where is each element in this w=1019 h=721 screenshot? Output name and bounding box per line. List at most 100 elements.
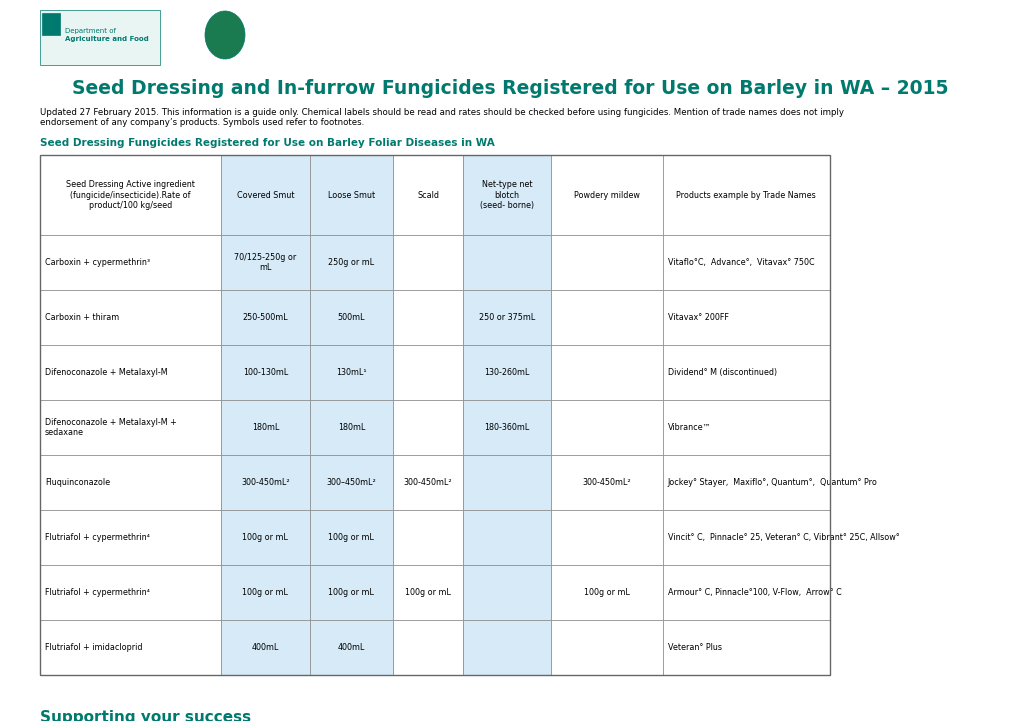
- Text: Fluquinconazole: Fluquinconazole: [45, 478, 110, 487]
- Text: 70/125-250g or
mL: 70/125-250g or mL: [234, 253, 297, 273]
- Bar: [463, 155, 550, 235]
- Text: Carboxin + cypermethrin³: Carboxin + cypermethrin³: [45, 258, 150, 267]
- Text: Seed Dressing Active ingredient
(fungicide/insecticide).Rate of
product/100 kg/s: Seed Dressing Active ingredient (fungici…: [66, 180, 195, 210]
- Bar: [463, 400, 550, 455]
- Text: Armour° C, Pinnacle°100, V-Flow,  Arrow° C: Armour° C, Pinnacle°100, V-Flow, Arrow° …: [667, 588, 841, 597]
- Text: Department of: Department of: [65, 28, 116, 34]
- Bar: [463, 455, 550, 510]
- Bar: [392, 235, 463, 290]
- Bar: [40, 565, 221, 620]
- Bar: [392, 290, 463, 345]
- Bar: [662, 400, 829, 455]
- Bar: [463, 620, 550, 675]
- Bar: [221, 155, 309, 235]
- Bar: [550, 235, 662, 290]
- Text: Powdery mildew: Powdery mildew: [574, 190, 639, 200]
- Text: 100g or mL: 100g or mL: [584, 588, 630, 597]
- Text: 250g or mL: 250g or mL: [328, 258, 374, 267]
- Text: Loose Smut: Loose Smut: [327, 190, 375, 200]
- Bar: [221, 620, 309, 675]
- Bar: [309, 290, 392, 345]
- Bar: [40, 510, 221, 565]
- Bar: [309, 565, 392, 620]
- Text: Carboxin + thiram: Carboxin + thiram: [45, 313, 119, 322]
- Bar: [463, 235, 550, 290]
- Text: Flutriafol + imidacloprid: Flutriafol + imidacloprid: [45, 643, 143, 652]
- Text: 300–450mL²: 300–450mL²: [326, 478, 376, 487]
- Bar: [221, 455, 309, 510]
- Text: 100g or mL: 100g or mL: [243, 588, 288, 597]
- Bar: [309, 510, 392, 565]
- Bar: [309, 345, 392, 400]
- Bar: [309, 455, 392, 510]
- Bar: [662, 235, 829, 290]
- Bar: [309, 400, 392, 455]
- Bar: [42, 13, 60, 35]
- Bar: [40, 400, 221, 455]
- Text: Jockey° Stayer,  Maxiflo°, Quantum°,  Quantum° Pro: Jockey° Stayer, Maxiflo°, Quantum°, Quan…: [667, 478, 876, 487]
- Text: 100g or mL: 100g or mL: [328, 588, 374, 597]
- Text: Vitavax° 200FF: Vitavax° 200FF: [667, 313, 728, 322]
- Text: Difenoconazole + Metalaxyl-M +
sedaxane: Difenoconazole + Metalaxyl-M + sedaxane: [45, 417, 176, 437]
- Text: Seed Dressing Fungicides Registered for Use on Barley Foliar Diseases in WA: Seed Dressing Fungicides Registered for …: [40, 138, 494, 148]
- Text: 100g or mL: 100g or mL: [328, 533, 374, 542]
- Bar: [221, 400, 309, 455]
- Bar: [550, 155, 662, 235]
- Bar: [550, 455, 662, 510]
- Text: Veteran° Plus: Veteran° Plus: [667, 643, 721, 652]
- Bar: [392, 345, 463, 400]
- Text: Vincit° C,  Pinnacle° 25, Veteran° C, Vibrant° 25C, Allsow°: Vincit° C, Pinnacle° 25, Veteran° C, Vib…: [667, 533, 899, 542]
- Bar: [40, 155, 221, 235]
- Ellipse shape: [205, 11, 245, 59]
- Text: 100g or mL: 100g or mL: [405, 588, 450, 597]
- Text: endorsement of any company’s products. Symbols used refer to footnotes.: endorsement of any company’s products. S…: [40, 118, 364, 127]
- Bar: [662, 290, 829, 345]
- Bar: [221, 510, 309, 565]
- Bar: [221, 565, 309, 620]
- Text: 100-130mL: 100-130mL: [243, 368, 287, 377]
- Bar: [463, 290, 550, 345]
- Text: 130mL¹: 130mL¹: [335, 368, 366, 377]
- Text: 130-260mL: 130-260mL: [484, 368, 529, 377]
- Bar: [463, 345, 550, 400]
- Text: 400mL: 400mL: [337, 643, 365, 652]
- Text: Difenoconazole + Metalaxyl-M: Difenoconazole + Metalaxyl-M: [45, 368, 167, 377]
- Text: 300-450mL²: 300-450mL²: [240, 478, 289, 487]
- Bar: [40, 455, 221, 510]
- Bar: [392, 400, 463, 455]
- Bar: [392, 620, 463, 675]
- Text: 100g or mL: 100g or mL: [243, 533, 288, 542]
- Text: Net-type net
blotch
(seed- borne): Net-type net blotch (seed- borne): [480, 180, 534, 210]
- Bar: [662, 155, 829, 235]
- Bar: [662, 565, 829, 620]
- Bar: [550, 510, 662, 565]
- Bar: [392, 455, 463, 510]
- Bar: [662, 345, 829, 400]
- Bar: [392, 510, 463, 565]
- Bar: [40, 345, 221, 400]
- Text: Seed Dressing and In-furrow Fungicides Registered for Use on Barley in WA – 2015: Seed Dressing and In-furrow Fungicides R…: [71, 79, 948, 97]
- Text: Supporting your success: Supporting your success: [40, 710, 251, 721]
- Bar: [463, 565, 550, 620]
- Bar: [392, 565, 463, 620]
- Text: Flutriafol + cypermethrin⁴: Flutriafol + cypermethrin⁴: [45, 533, 150, 542]
- Bar: [221, 235, 309, 290]
- Text: Products example by Trade Names: Products example by Trade Names: [676, 190, 815, 200]
- Text: Vitaflo°C,  Advance°,  Vitavax° 750C: Vitaflo°C, Advance°, Vitavax° 750C: [667, 258, 813, 267]
- Bar: [463, 510, 550, 565]
- Bar: [550, 565, 662, 620]
- Bar: [221, 290, 309, 345]
- Bar: [550, 290, 662, 345]
- Text: 300-450mL²: 300-450mL²: [582, 478, 631, 487]
- Text: Scald: Scald: [417, 190, 438, 200]
- Bar: [662, 510, 829, 565]
- Bar: [550, 400, 662, 455]
- Bar: [550, 620, 662, 675]
- Bar: [40, 620, 221, 675]
- Bar: [40, 235, 221, 290]
- Bar: [309, 235, 392, 290]
- Text: 180-360mL: 180-360mL: [484, 423, 529, 432]
- Bar: [40, 290, 221, 345]
- Bar: [40, 155, 829, 675]
- Bar: [550, 345, 662, 400]
